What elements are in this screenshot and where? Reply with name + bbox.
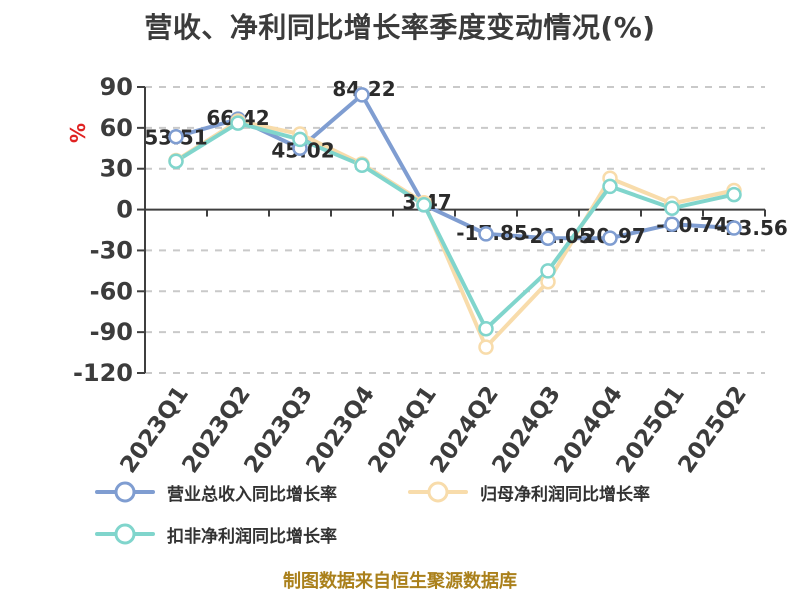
legend-marker-non-gaap-icon — [95, 520, 155, 548]
y-axis-unit-label: % — [66, 123, 90, 143]
legend-marker-net-profit-icon — [408, 478, 468, 506]
data-point-marker — [478, 226, 494, 242]
data-point-marker — [540, 230, 556, 246]
y-tick-label: -30 — [90, 236, 133, 264]
legend-item-revenue-growth[interactable]: 营业总收入同比增长率 — [95, 478, 337, 506]
y-tick-label: 90 — [100, 73, 133, 101]
data-point-marker — [354, 87, 370, 103]
y-tick-label: 60 — [100, 114, 133, 142]
data-point-marker — [168, 128, 184, 145]
y-tick-label: -120 — [73, 359, 133, 387]
data-point-marker — [354, 157, 370, 174]
y-tick-label: -60 — [90, 277, 133, 305]
legend-label-revenue: 营业总收入同比增长率 — [167, 484, 337, 505]
data-source-note: 制图数据来自恒生聚源数据库 — [283, 571, 517, 592]
data-point-marker — [478, 320, 494, 337]
legend-item-net-profit-growth[interactable]: 归母净利润同比增长率 — [408, 478, 650, 506]
legend-marker-revenue-icon — [95, 478, 155, 506]
series-line-扣非净利润同比增长率 — [174, 121, 736, 331]
data-point-marker — [602, 178, 618, 195]
data-point-marker — [292, 131, 308, 148]
y-tick-label: 30 — [100, 155, 133, 183]
data-point-marker — [726, 186, 742, 203]
data-point-marker — [168, 153, 184, 169]
series-line-归母净利润同比增长率 — [174, 119, 736, 350]
data-point-marker — [664, 216, 680, 232]
data-point-marker — [726, 220, 742, 236]
legend-label-net-profit: 归母净利润同比增长率 — [480, 484, 650, 505]
data-point-marker — [602, 230, 618, 246]
y-tick-label: 0 — [116, 196, 133, 224]
data-point-marker — [664, 200, 680, 216]
data-label: -21.05 — [521, 224, 593, 248]
data-point-marker — [540, 263, 556, 279]
legend-item-non-gaap-profit-growth[interactable]: 扣非净利润同比增长率 — [95, 520, 337, 548]
data-point-marker — [416, 197, 432, 213]
legend-label-non-gaap: 扣非净利润同比增长率 — [167, 526, 337, 547]
chart-title: 营收、净利同比增长率季度变动情况(%) — [144, 11, 656, 44]
data-point-marker — [230, 115, 246, 131]
data-point-marker — [478, 339, 494, 355]
series-line-营业总收入同比增长率 — [174, 92, 736, 241]
y-tick-label: -90 — [90, 318, 133, 346]
